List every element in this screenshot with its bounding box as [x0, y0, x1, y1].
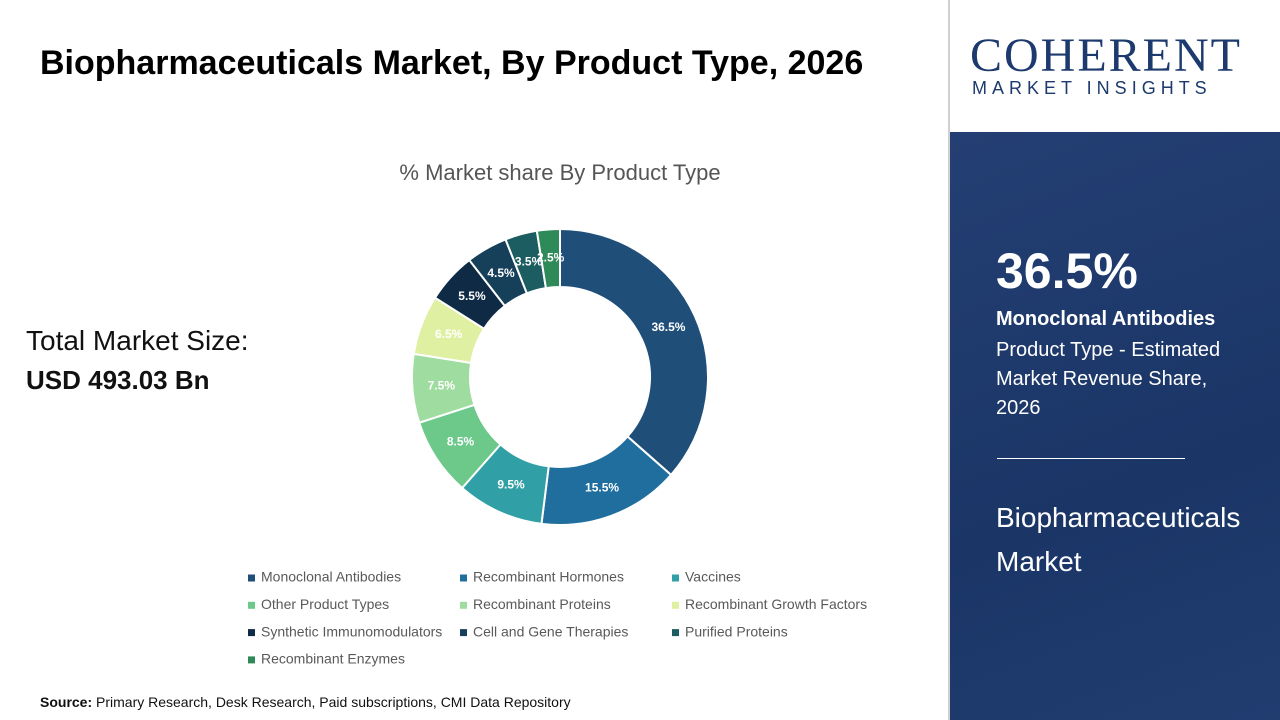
logo: COHERENT MARKET INSIGHTS [950, 0, 1280, 132]
data-label: 4.5% [487, 266, 515, 280]
legend-label: Recombinant Enzymes [261, 651, 405, 667]
chart: % Market share By Product Type 36.5% 15.5… [248, 160, 867, 667]
chart-title: % Market share By Product Type [399, 160, 720, 185]
data-label: 6.5% [435, 327, 463, 341]
data-label: 36.5% [651, 320, 685, 334]
slide-title: Biopharmaceuticals Market, By Product Ty… [40, 44, 864, 82]
legend-swatch [460, 629, 467, 637]
data-label: 8.5% [447, 435, 475, 449]
legend-swatch [248, 656, 255, 664]
legend-swatch [672, 629, 679, 637]
legend-label: Synthetic Immunomodulators [261, 623, 442, 639]
legend-label: Recombinant Hormones [473, 569, 624, 585]
market-size-label: Total Market Size: [26, 325, 249, 356]
data-label: 7.5% [428, 379, 456, 393]
market-size-value: USD 493.03 Bn [26, 365, 210, 395]
legend-label: Purified Proteins [685, 623, 788, 639]
source-text: Primary Research, Desk Research, Paid su… [96, 694, 571, 710]
source: Source: Primary Research, Desk Research,… [40, 694, 571, 710]
highlight-desc: Product Type - Estimated Market Revenue … [996, 339, 1221, 419]
highlight-value: 36.5% [996, 243, 1138, 299]
donut-slice [535, 227, 561, 290]
legend-swatch [460, 574, 467, 582]
legend-swatch [672, 601, 679, 609]
data-label: 3.5% [515, 254, 543, 268]
source-label: Source: [40, 694, 93, 710]
legend-label: Cell and Gene Therapies [473, 623, 628, 639]
side-panel: 36.5% Monoclonal Antibodies Product Type… [950, 132, 1280, 720]
logo-sub: MARKET INSIGHTS [972, 78, 1212, 98]
legend-label: Monoclonal Antibodies [261, 569, 401, 585]
legend-label: Vaccines [685, 569, 741, 585]
legend-label: Recombinant Proteins [473, 596, 611, 612]
divider [948, 0, 950, 720]
legend-swatch [248, 601, 255, 609]
legend-swatch [672, 574, 679, 582]
legend-swatch [460, 601, 467, 609]
legend-swatch [248, 629, 255, 637]
data-label: 5.5% [458, 289, 486, 303]
separator [997, 458, 1185, 459]
highlight-name: Monoclonal Antibodies [996, 308, 1216, 330]
legend-label: Recombinant Growth Factors [685, 596, 867, 612]
data-label: 9.5% [497, 478, 525, 492]
data-label: 2.5% [537, 251, 565, 265]
data-label: 15.5% [585, 480, 619, 494]
legend-swatch [248, 574, 255, 582]
legend-label: Other Product Types [261, 596, 389, 612]
donut-slice [559, 227, 709, 477]
logo-main: COHERENT [970, 29, 1242, 82]
market-name: Biopharmaceuticals Market [996, 502, 1241, 577]
